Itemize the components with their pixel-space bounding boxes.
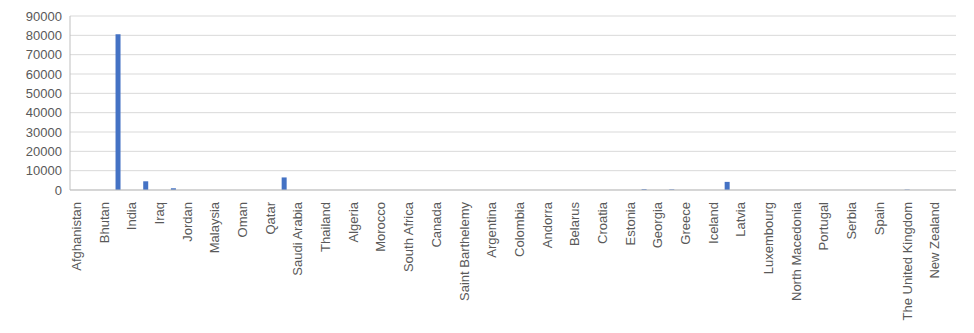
svg-text:Iraq: Iraq (152, 202, 167, 224)
svg-text:Estonia: Estonia (623, 201, 638, 245)
svg-text:Thailand: Thailand (318, 202, 333, 252)
svg-text:80000: 80000 (26, 28, 62, 43)
svg-text:Malaysia: Malaysia (207, 201, 222, 253)
svg-text:Spain: Spain (872, 202, 887, 235)
svg-text:Latvia: Latvia (733, 201, 748, 236)
svg-text:South Africa: South Africa (401, 201, 416, 272)
svg-text:50000: 50000 (26, 86, 62, 101)
svg-text:Croatia: Croatia (595, 201, 610, 244)
svg-text:Luxembourg: Luxembourg (761, 202, 776, 274)
svg-text:Colombia: Colombia (512, 201, 527, 257)
svg-text:20000: 20000 (26, 144, 62, 159)
svg-text:Saudi Arabia: Saudi Arabia (290, 201, 305, 275)
svg-text:0: 0 (55, 183, 62, 198)
svg-text:New Zealand: New Zealand (927, 202, 942, 279)
svg-text:Greece: Greece (678, 202, 693, 245)
svg-text:Algeria: Algeria (346, 201, 361, 242)
svg-text:10000: 10000 (26, 163, 62, 178)
svg-text:Serbia: Serbia (844, 201, 859, 239)
svg-text:Portugal: Portugal (816, 202, 831, 251)
svg-text:Morocco: Morocco (373, 202, 388, 252)
svg-text:Jordan: Jordan (180, 202, 195, 242)
svg-text:North Macedonia: North Macedonia (789, 201, 804, 301)
svg-text:Andorra: Andorra (540, 201, 555, 248)
svg-text:Canada: Canada (429, 201, 444, 247)
svg-text:Georgia: Georgia (650, 201, 665, 248)
svg-text:30000: 30000 (26, 125, 62, 140)
svg-text:90000: 90000 (26, 9, 62, 24)
svg-text:Qatar: Qatar (263, 201, 278, 234)
svg-text:The United Kingdom: The United Kingdom (900, 202, 915, 321)
svg-text:Bhutan: Bhutan (97, 202, 112, 243)
svg-text:70000: 70000 (26, 47, 62, 62)
svg-text:60000: 60000 (26, 67, 62, 82)
svg-text:Argentina: Argentina (484, 201, 499, 257)
svg-text:India: India (124, 201, 139, 230)
svg-text:Saint Barthelemy: Saint Barthelemy (457, 202, 472, 301)
svg-text:40000: 40000 (26, 105, 62, 120)
svg-text:Belarus: Belarus (567, 202, 582, 247)
svg-text:Oman: Oman (235, 202, 250, 237)
svg-text:Afghanistan: Afghanistan (69, 202, 84, 271)
svg-text:Iceland: Iceland (706, 202, 721, 244)
